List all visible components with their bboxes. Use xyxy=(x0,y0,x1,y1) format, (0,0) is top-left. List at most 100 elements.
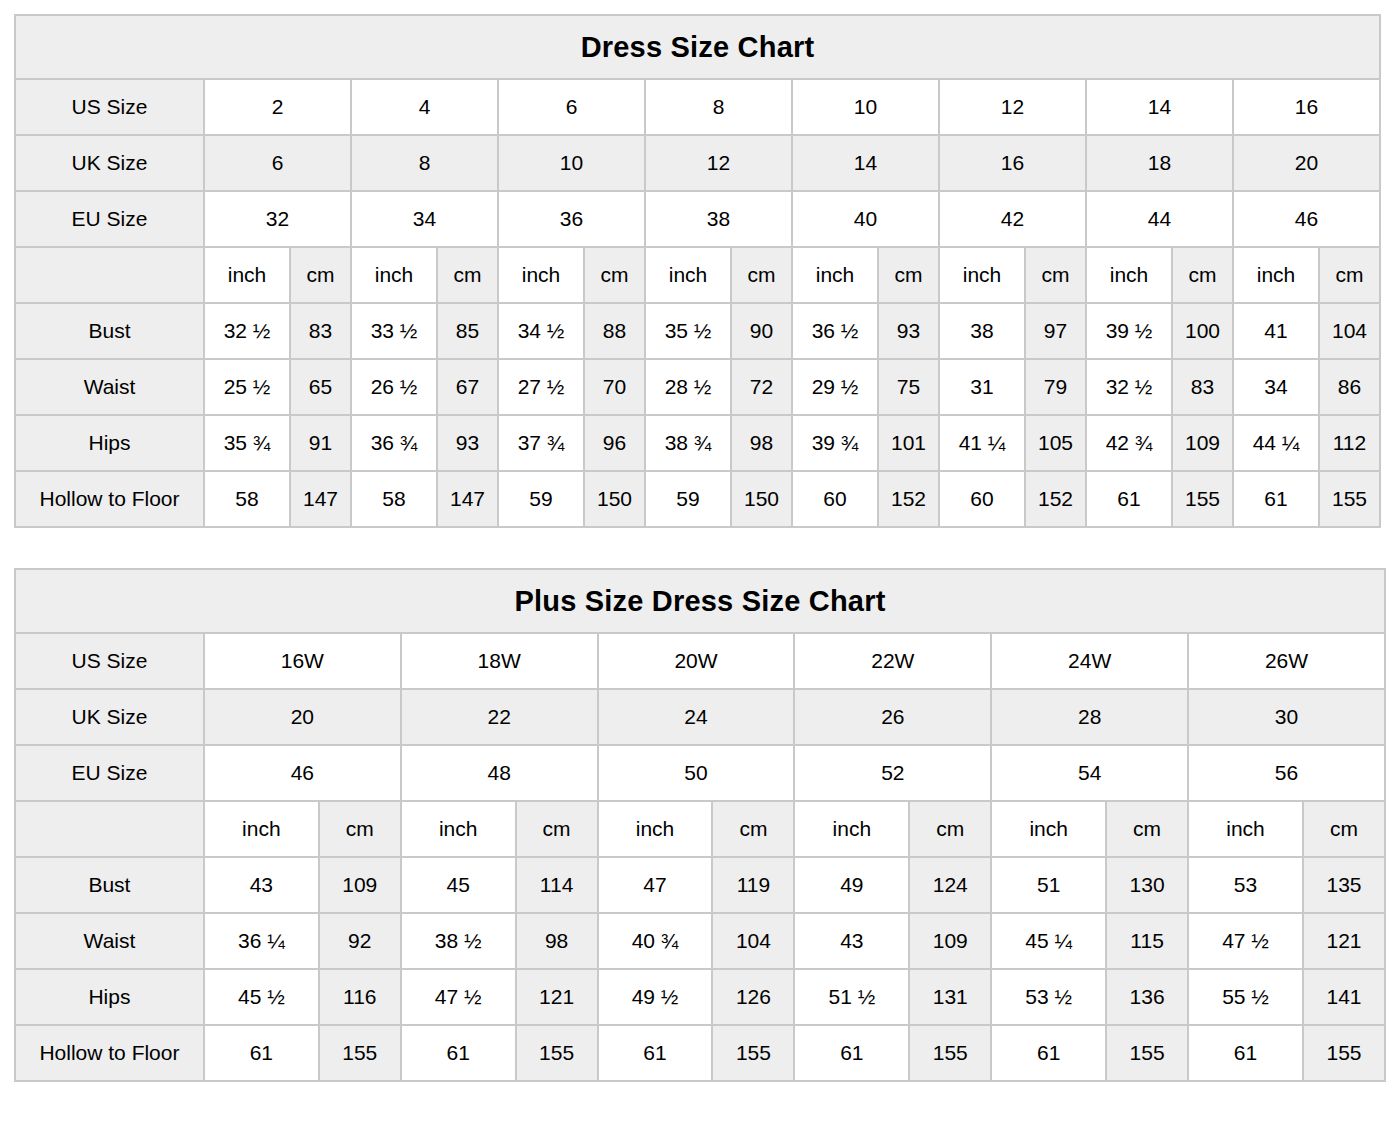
measure-cm-cell: 152 xyxy=(878,471,939,527)
measure-cm-cell: 97 xyxy=(1025,303,1086,359)
size-value-cell: 20 xyxy=(204,689,401,745)
size-row-label: EU Size xyxy=(15,745,204,801)
size-row: US Size246810121416 xyxy=(15,79,1380,135)
measure-inch-cell: 61 xyxy=(1233,471,1319,527)
title-row: Dress Size Chart xyxy=(15,15,1380,79)
measure-inch-cell: 59 xyxy=(645,471,731,527)
measure-cm-cell: 126 xyxy=(712,969,794,1025)
measure-cm-cell: 98 xyxy=(516,913,598,969)
measure-inch-cell: 43 xyxy=(204,857,319,913)
measure-inch-cell: 35 ¾ xyxy=(204,415,290,471)
size-value-cell: 30 xyxy=(1188,689,1385,745)
unit-inch-cell: inch xyxy=(792,247,878,303)
measure-cm-cell: 155 xyxy=(1319,471,1380,527)
measure-cm-cell: 147 xyxy=(290,471,351,527)
measure-inch-cell: 33 ½ xyxy=(351,303,437,359)
measure-cm-cell: 114 xyxy=(516,857,598,913)
measure-row-label: Waist xyxy=(15,359,204,415)
size-row-label: US Size xyxy=(15,79,204,135)
unit-cm-cell: cm xyxy=(290,247,351,303)
measure-cm-cell: 155 xyxy=(1106,1025,1188,1081)
size-value-cell: 18W xyxy=(401,633,598,689)
measure-inch-cell: 45 ¼ xyxy=(991,913,1106,969)
measure-row: Hollow to Floor6115561155611556115561155… xyxy=(15,1025,1385,1081)
size-value-cell: 40 xyxy=(792,191,939,247)
unit-inch-cell: inch xyxy=(794,801,909,857)
measure-inch-cell: 61 xyxy=(794,1025,909,1081)
measure-inch-cell: 36 ¼ xyxy=(204,913,319,969)
measure-row: Bust32 ½8333 ½8534 ½8835 ½9036 ½93389739… xyxy=(15,303,1380,359)
measure-cm-cell: 109 xyxy=(1172,415,1233,471)
measure-cm-cell: 93 xyxy=(437,415,498,471)
unit-inch-cell: inch xyxy=(645,247,731,303)
measure-inch-cell: 32 ½ xyxy=(204,303,290,359)
measure-row-label: Hips xyxy=(15,969,204,1025)
measure-cm-cell: 119 xyxy=(712,857,794,913)
measure-row-label: Hollow to Floor xyxy=(15,1025,204,1081)
size-value-cell: 6 xyxy=(204,135,351,191)
size-value-cell: 48 xyxy=(401,745,598,801)
measure-row-label: Hollow to Floor xyxy=(15,471,204,527)
measure-inch-cell: 44 ¼ xyxy=(1233,415,1319,471)
chart-title: Dress Size Chart xyxy=(15,15,1380,79)
measure-cm-cell: 155 xyxy=(319,1025,401,1081)
size-value-cell: 52 xyxy=(794,745,991,801)
measure-cm-cell: 115 xyxy=(1106,913,1188,969)
measure-inch-cell: 38 ½ xyxy=(401,913,516,969)
unit-cm-cell: cm xyxy=(1319,247,1380,303)
size-value-cell: 42 xyxy=(939,191,1086,247)
size-value-cell: 14 xyxy=(792,135,939,191)
size-value-cell: 12 xyxy=(939,79,1086,135)
measure-cm-cell: 155 xyxy=(1172,471,1233,527)
measure-inch-cell: 37 ¾ xyxy=(498,415,584,471)
measure-row: Bust431094511447119491245113053135 xyxy=(15,857,1385,913)
measure-cm-cell: 92 xyxy=(319,913,401,969)
measure-cm-cell: 152 xyxy=(1025,471,1086,527)
unit-inch-cell: inch xyxy=(204,801,319,857)
unit-cm-cell: cm xyxy=(584,247,645,303)
measure-cm-cell: 67 xyxy=(437,359,498,415)
measure-cm-cell: 150 xyxy=(731,471,792,527)
measure-cm-cell: 70 xyxy=(584,359,645,415)
unit-cm-cell: cm xyxy=(1106,801,1188,857)
measure-inch-cell: 38 xyxy=(939,303,1025,359)
title-row: Plus Size Dress Size Chart xyxy=(15,569,1385,633)
size-row-label: UK Size xyxy=(15,135,204,191)
measure-inch-cell: 61 xyxy=(598,1025,713,1081)
measure-inch-cell: 39 ¾ xyxy=(792,415,878,471)
measure-inch-cell: 61 xyxy=(1086,471,1172,527)
measure-inch-cell: 47 ½ xyxy=(401,969,516,1025)
size-value-cell: 44 xyxy=(1086,191,1233,247)
measure-cm-cell: 155 xyxy=(516,1025,598,1081)
size-value-cell: 20 xyxy=(1233,135,1380,191)
size-value-cell: 2 xyxy=(204,79,351,135)
size-value-cell: 16 xyxy=(939,135,1086,191)
unit-cm-cell: cm xyxy=(1303,801,1385,857)
unit-cm-cell: cm xyxy=(319,801,401,857)
measure-cm-cell: 130 xyxy=(1106,857,1188,913)
size-value-cell: 8 xyxy=(351,135,498,191)
measure-inch-cell: 58 xyxy=(204,471,290,527)
measure-inch-cell: 45 ½ xyxy=(204,969,319,1025)
measure-inch-cell: 31 xyxy=(939,359,1025,415)
measure-cm-cell: 131 xyxy=(909,969,991,1025)
size-value-cell: 34 xyxy=(351,191,498,247)
measure-inch-cell: 58 xyxy=(351,471,437,527)
measure-inch-cell: 36 ½ xyxy=(792,303,878,359)
measure-inch-cell: 42 ¾ xyxy=(1086,415,1172,471)
measure-inch-cell: 38 ¾ xyxy=(645,415,731,471)
size-row: US Size16W18W20W22W24W26W xyxy=(15,633,1385,689)
measure-cm-cell: 109 xyxy=(909,913,991,969)
size-value-cell: 16 xyxy=(1233,79,1380,135)
measure-inch-cell: 34 ½ xyxy=(498,303,584,359)
size-value-cell: 28 xyxy=(991,689,1188,745)
size-value-cell: 4 xyxy=(351,79,498,135)
measure-cm-cell: 104 xyxy=(712,913,794,969)
size-value-cell: 26W xyxy=(1188,633,1385,689)
size-value-cell: 10 xyxy=(498,135,645,191)
measure-row: Waist25 ½6526 ½6727 ½7028 ½7229 ½7531793… xyxy=(15,359,1380,415)
measure-cm-cell: 65 xyxy=(290,359,351,415)
size-value-cell: 46 xyxy=(204,745,401,801)
unit-inch-cell: inch xyxy=(598,801,713,857)
measure-cm-cell: 79 xyxy=(1025,359,1086,415)
